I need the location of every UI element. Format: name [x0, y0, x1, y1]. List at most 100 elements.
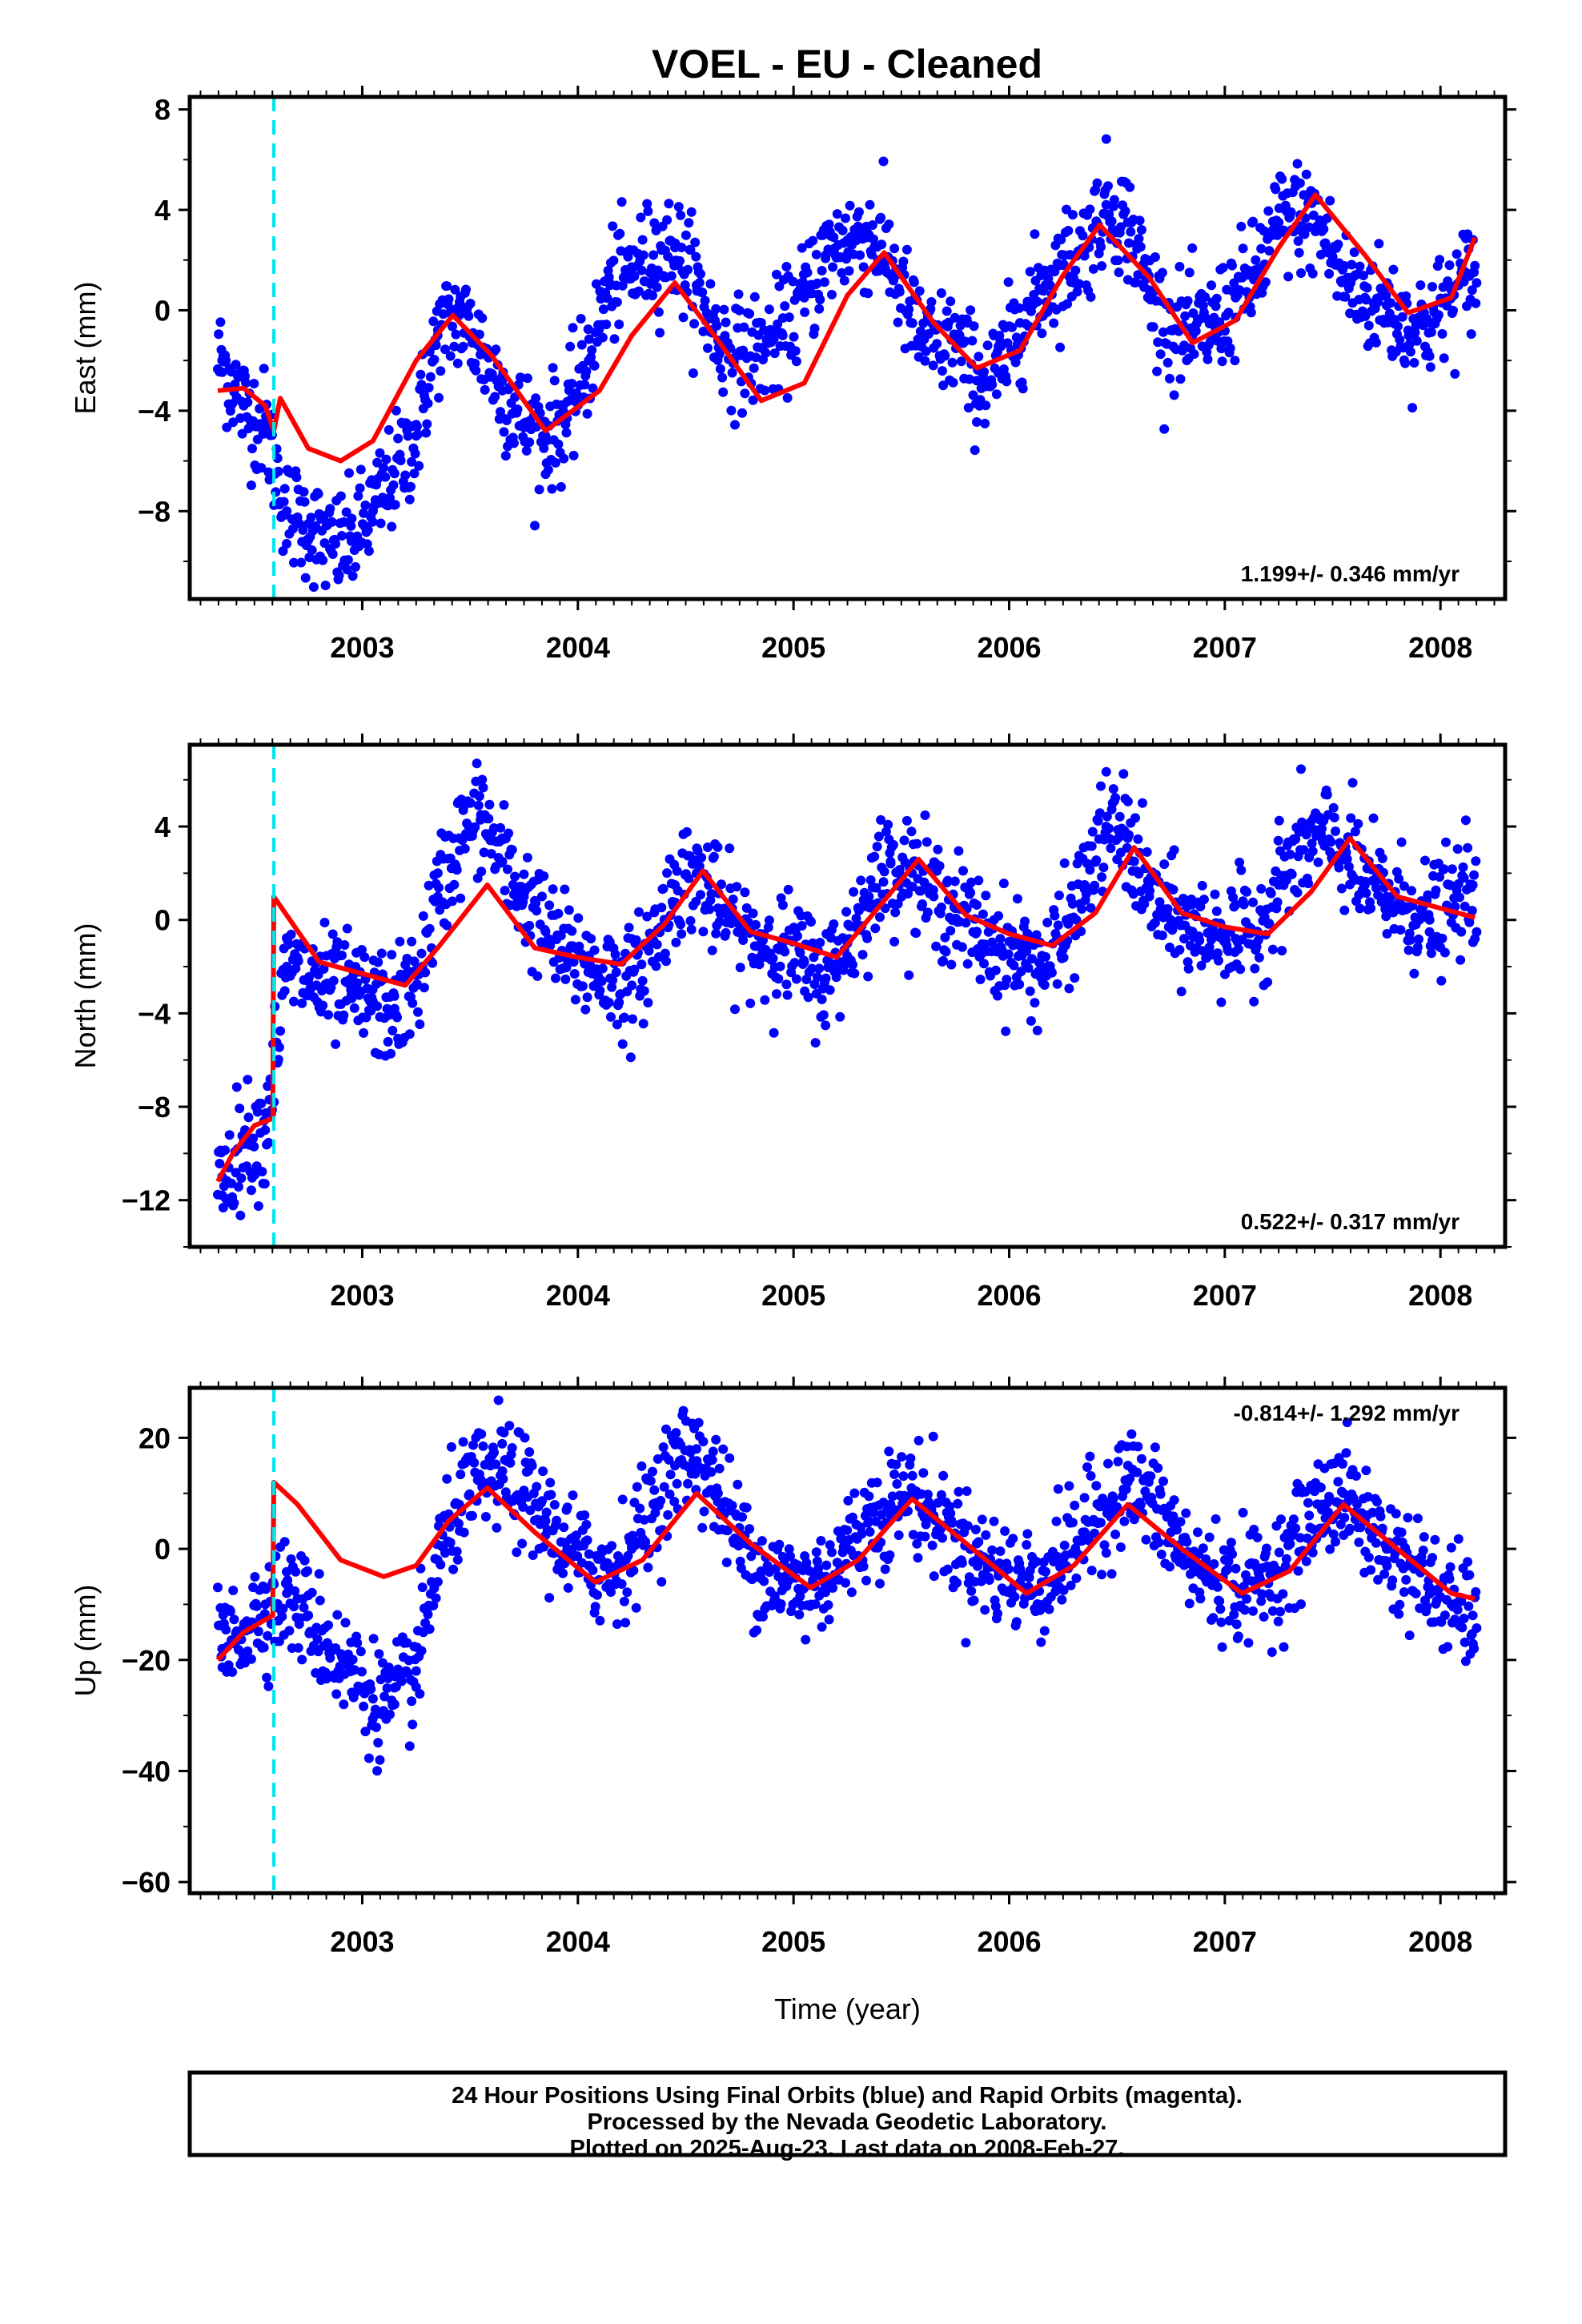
up-data-point [672, 1478, 682, 1489]
up-data-point [541, 1507, 552, 1518]
north-data-point [970, 928, 981, 939]
up-y-axis-label: Up (mm) [69, 1585, 102, 1697]
up-data-point [464, 1489, 475, 1499]
north-data-point [1453, 879, 1464, 889]
up-data-point [476, 1474, 486, 1485]
up-data-point [374, 1649, 384, 1659]
north-data-point [1211, 906, 1222, 916]
north-data-point [777, 900, 788, 911]
north-data-point [389, 991, 400, 1001]
up-data-point [396, 1676, 407, 1687]
up-data-point [622, 1587, 632, 1598]
east-data-point [712, 320, 722, 331]
up-data-point [1324, 1491, 1335, 1502]
up-data-point [656, 1577, 667, 1587]
east-data-point [608, 221, 618, 231]
up-data-point [404, 1741, 415, 1751]
east-data-point [279, 484, 290, 494]
north-data-point [1169, 845, 1179, 855]
north-data-point [769, 1027, 779, 1038]
up-data-point [907, 1470, 917, 1481]
north-data-point [1336, 883, 1347, 894]
east-data-point [246, 480, 256, 490]
east-data-point [838, 238, 849, 248]
north-data-point [606, 1011, 616, 1022]
east-data-point [1157, 267, 1167, 278]
east-data-point [966, 305, 976, 316]
north-data-point [662, 868, 673, 879]
east-data-point [608, 255, 619, 266]
north-data-point [714, 917, 725, 927]
north-data-point [1441, 837, 1451, 847]
east-data-point [634, 286, 644, 296]
north-data-point [279, 986, 290, 996]
east-data-point [1124, 238, 1134, 248]
north-data-point [698, 927, 709, 937]
up-data-point [737, 1512, 747, 1522]
up-data-point [827, 1547, 837, 1558]
east-data-point [522, 373, 532, 384]
east-data-point [780, 301, 790, 312]
north-data-point [518, 897, 528, 907]
north-data-point [420, 967, 431, 978]
east-data-point [1466, 329, 1476, 340]
north-data-point [803, 992, 813, 1003]
north-data-point [1347, 778, 1358, 788]
east-data-point [1158, 327, 1168, 337]
east-data-point [556, 482, 566, 492]
up-data-point [428, 1600, 439, 1610]
up-data-point [671, 1428, 681, 1438]
east-data-point [950, 312, 960, 323]
east-data-point [1133, 270, 1143, 280]
north-data-point [1431, 885, 1441, 895]
up-data-point [1354, 1537, 1364, 1547]
up-data-point [1396, 1527, 1407, 1538]
east-data-point [1049, 318, 1059, 328]
north-data-point [907, 882, 917, 892]
north-data-point [409, 956, 420, 967]
up-data-point [367, 1694, 378, 1704]
north-data-point [289, 996, 299, 1007]
up-data-point [648, 1466, 657, 1477]
up-data-point [576, 1558, 587, 1568]
north-data-point [1086, 841, 1097, 851]
up-data-point [1336, 1486, 1347, 1497]
east-data-point [589, 360, 600, 371]
east-data-point [700, 296, 710, 306]
east-data-point [539, 443, 549, 453]
north-data-point [841, 907, 852, 917]
up-data-point [1133, 1441, 1143, 1452]
north-data-point [1292, 887, 1303, 898]
up-data-point [848, 1512, 857, 1522]
north-data-point [936, 903, 946, 912]
east-data-point [703, 343, 713, 353]
up-data-point [685, 1447, 696, 1458]
east-data-point [817, 266, 827, 275]
east-data-point [1007, 322, 1018, 332]
east-data-point [471, 365, 481, 376]
up-data-point [938, 1533, 947, 1543]
up-data-point [936, 1490, 946, 1500]
north-plot-area [213, 745, 1482, 1247]
east-data-point [655, 328, 665, 338]
east-data-point [1120, 206, 1130, 216]
up-data-point [875, 1578, 885, 1589]
up-data-point [332, 1610, 343, 1620]
east-data-point [853, 221, 863, 231]
north-data-point [373, 957, 383, 967]
east-data-point [664, 199, 674, 209]
up-data-point [493, 1395, 504, 1405]
up-data-point [1010, 1592, 1020, 1602]
north-data-point [337, 951, 347, 960]
east-data-point [666, 271, 677, 281]
up-data-point [828, 1582, 838, 1593]
north-data-point [631, 935, 641, 945]
east-data-point [652, 282, 662, 292]
north-data-point [253, 1201, 263, 1211]
north-data-point [1460, 815, 1471, 826]
north-data-point [879, 866, 889, 877]
north-data-point [553, 908, 564, 919]
north-data-point [912, 838, 922, 849]
up-data-point [352, 1638, 363, 1648]
north-data-point [643, 998, 653, 1007]
